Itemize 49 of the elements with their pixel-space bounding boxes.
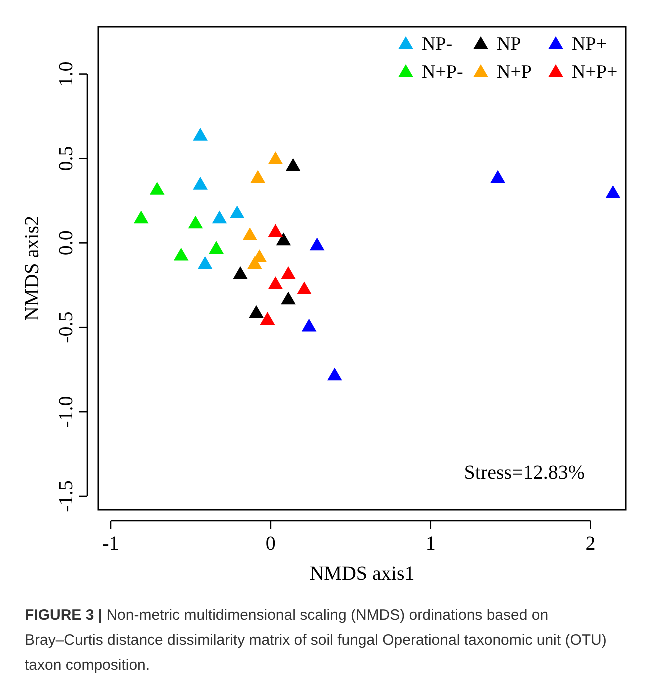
point <box>188 216 204 229</box>
point <box>281 266 296 280</box>
y-tick-label: -1.0 <box>56 396 78 428</box>
x-axis-title: NMDS axis1 <box>310 563 415 585</box>
point <box>198 256 213 270</box>
point <box>150 182 165 195</box>
legend-label: N+P- <box>422 62 464 83</box>
point <box>193 128 208 141</box>
y-tick-label: -1.5 <box>56 480 78 512</box>
point <box>212 210 228 224</box>
y-axis-title: NMDS axis2 <box>22 216 44 322</box>
point <box>268 276 284 290</box>
point <box>260 312 276 325</box>
point <box>248 256 262 270</box>
point <box>268 224 284 238</box>
legend-label: NP+ <box>572 34 608 55</box>
legend-label: N+P+ <box>572 62 618 83</box>
y-tick-label: 0.0 <box>56 230 78 256</box>
legend-label: NP <box>497 34 522 55</box>
point <box>268 152 284 165</box>
y-tick-label: -0.5 <box>56 312 78 344</box>
point <box>249 305 264 318</box>
point <box>174 248 189 261</box>
annotation: Stress=12.83% <box>464 462 585 484</box>
point <box>490 170 506 184</box>
point <box>606 185 621 198</box>
x-tick-label: 0 <box>266 533 276 555</box>
legend-label: NP- <box>422 34 453 55</box>
point <box>233 266 248 280</box>
point <box>281 292 296 305</box>
y-tick-label: 1.0 <box>56 62 78 87</box>
x-tick-label: -1 <box>102 533 120 555</box>
point <box>327 368 342 381</box>
x-tick-label: 1 <box>426 533 436 555</box>
point <box>209 241 224 254</box>
point <box>134 210 149 224</box>
point <box>276 232 292 246</box>
legend-label: N+P <box>497 62 532 83</box>
point <box>193 177 208 190</box>
point <box>242 228 258 240</box>
y-tick-label: 0.5 <box>56 146 78 172</box>
point <box>250 170 266 184</box>
point <box>302 318 317 332</box>
x-tick-label: 2 <box>586 533 596 555</box>
caption: FIGURE 3 | Non-metric multidimensional scaling (NMDS) ordinations based on Bray–Curtis distance dissimilarity matrix of soil fungal Operational taxonomic unit (OTU) taxon composition. <box>25 607 607 674</box>
point <box>286 158 301 172</box>
point <box>230 206 245 219</box>
point <box>310 238 325 251</box>
point <box>297 282 312 295</box>
